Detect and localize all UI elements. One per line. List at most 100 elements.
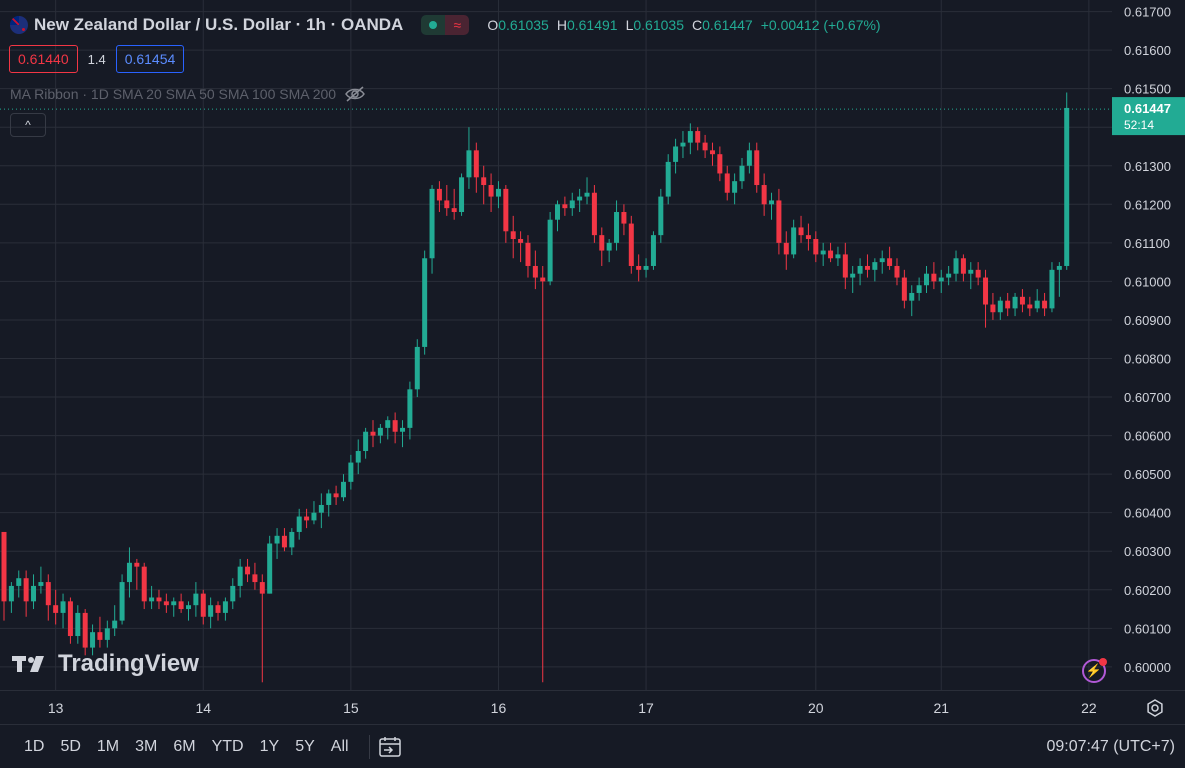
candle-body	[857, 265, 863, 274]
candle-body	[1027, 304, 1033, 309]
range-ytd-button[interactable]: YTD	[211, 737, 244, 755]
range-5d-button[interactable]: 5D	[60, 737, 81, 755]
candle-body	[702, 142, 708, 151]
candle-body	[156, 597, 162, 602]
time-axis[interactable]: 13 14 15 16 17 20 21 22	[0, 690, 1185, 725]
indicator-legend[interactable]: MA Ribbon · 1D SMA 20 SMA 50 SMA 100 SMA…	[10, 85, 366, 103]
candle-body	[436, 188, 442, 201]
candle-body	[569, 200, 575, 209]
sell-button[interactable]: 0.61440	[9, 45, 78, 73]
collapse-legend-button[interactable]: ^	[10, 113, 46, 137]
candle-body	[186, 605, 191, 610]
low-label: L	[625, 17, 634, 33]
candle-body	[355, 451, 361, 463]
candle-body	[842, 254, 848, 278]
candle-body	[149, 597, 155, 602]
price-tick-label: 0.61300	[1124, 159, 1171, 174]
candle-body	[525, 242, 531, 266]
candle-body	[901, 277, 907, 301]
go-to-date-icon[interactable]	[378, 736, 402, 758]
current-price-tag-price: 0.61447	[1124, 101, 1171, 116]
toolbar-divider	[368, 734, 370, 759]
candle-body	[864, 265, 870, 270]
candle-body	[975, 269, 981, 278]
candle-body	[1034, 300, 1040, 309]
candle-body	[997, 300, 1003, 313]
candle-body	[1056, 265, 1062, 270]
candle-body	[924, 273, 929, 286]
candle-body	[1012, 296, 1018, 309]
candlestick-chart[interactable]	[0, 0, 1112, 690]
candle-body	[953, 258, 959, 274]
candle-body	[495, 188, 501, 197]
candle-body	[67, 601, 73, 637]
candle-body	[614, 212, 620, 243]
price-tick-label: 0.61700	[1124, 5, 1171, 20]
candle-body	[348, 462, 354, 482]
candle-body	[481, 177, 487, 186]
close-label: C	[691, 17, 703, 33]
candle-body	[289, 531, 295, 548]
candle-body	[547, 219, 553, 282]
candle-body	[215, 605, 221, 613]
lightning-icon[interactable]: ⚡	[1082, 658, 1107, 683]
candle-body	[267, 543, 273, 594]
price-tick-label: 0.61200	[1124, 197, 1171, 212]
candle-body	[968, 269, 974, 274]
indicator-label[interactable]: MA Ribbon · 1D SMA 20 SMA 50 SMA 100 SMA…	[10, 86, 337, 102]
market-status-pill[interactable]: ≈	[421, 15, 470, 35]
low-value: 0.61035	[633, 17, 684, 33]
range-6m-button[interactable]: 6M	[173, 737, 196, 755]
candle-body	[591, 192, 597, 236]
time-axis-scale[interactable]: 13 14 15 16 17 20 21 22	[0, 691, 1112, 725]
candle-body	[230, 585, 236, 602]
candle-body	[983, 277, 989, 305]
range-5y-button[interactable]: 5Y	[295, 737, 315, 755]
tradingview-watermark[interactable]: TradingView	[12, 650, 199, 678]
symbol-title[interactable]: New Zealand Dollar / U.S. Dollar · 1h · …	[34, 15, 404, 34]
candle-body	[466, 150, 472, 178]
current-price-tag: 0.61447 52:14	[1112, 97, 1185, 136]
trade-panel: 0.61440 1.4 0.61454	[9, 45, 185, 73]
candle-body	[872, 262, 878, 270]
open-label: O	[487, 17, 499, 33]
wave-icon[interactable]: ≈	[445, 15, 470, 35]
candle-body	[946, 273, 952, 278]
range-all-button[interactable]: All	[330, 737, 349, 755]
tradingview-logo-icon	[12, 656, 44, 672]
range-1y-button[interactable]: 1Y	[259, 737, 280, 755]
candle-body	[414, 346, 420, 390]
candle-body	[363, 431, 369, 452]
buy-button[interactable]: 0.61454	[115, 45, 185, 73]
clock-timezone[interactable]: 09:07:47 (UTC+7)	[1046, 737, 1175, 755]
candle-body	[555, 204, 560, 220]
open-value: 0.61035	[498, 17, 549, 33]
candle-body	[296, 516, 302, 532]
candle-body	[333, 493, 339, 498]
high-label: H	[556, 17, 567, 33]
candle-body	[392, 420, 398, 432]
range-1d-button[interactable]: 1D	[24, 737, 45, 755]
candle-body	[732, 181, 738, 193]
candle-body	[835, 254, 841, 259]
candle-body	[318, 504, 324, 513]
range-1m-button[interactable]: 1M	[96, 737, 120, 755]
candle-body	[82, 612, 88, 648]
candle-body	[163, 601, 169, 606]
price-axis[interactable]: 0.617000.616000.615000.614000.613000.612…	[1112, 0, 1185, 690]
change-value: +0.00412 (+0.67%)	[760, 17, 881, 33]
range-3m-button[interactable]: 3M	[135, 737, 158, 755]
candle-body	[252, 574, 258, 583]
market-open-icon[interactable]	[421, 15, 446, 35]
candle-body	[451, 208, 457, 213]
eye-off-icon[interactable]	[344, 85, 366, 103]
candle-body	[377, 427, 383, 436]
candle-body	[532, 265, 538, 278]
price-axis-scale[interactable]: 0.617000.616000.615000.614000.613000.612…	[1112, 0, 1185, 690]
candle-body	[444, 200, 450, 209]
settings-gear-icon[interactable]	[1145, 698, 1165, 718]
candle-body	[960, 258, 966, 274]
candle-body	[724, 173, 730, 193]
candle-body	[1019, 296, 1025, 305]
chart-area[interactable]	[0, 0, 1112, 690]
